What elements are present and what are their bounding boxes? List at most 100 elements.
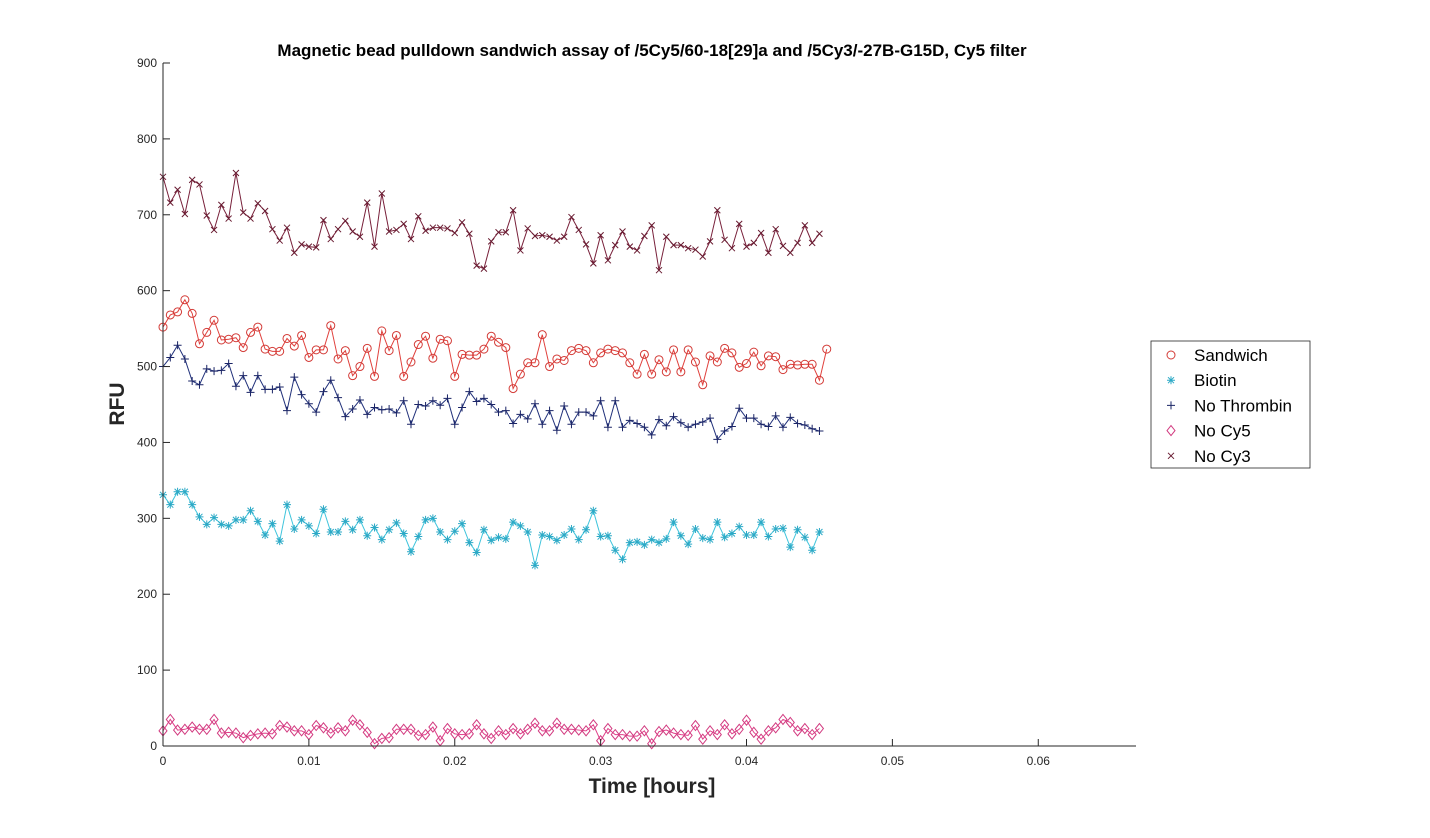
data-point-sandwich [712, 357, 722, 367]
data-point-biotin [574, 535, 583, 544]
data-point-no-thrombin [676, 418, 685, 427]
data-point-biotin [224, 521, 233, 530]
data-point-no-thrombin [742, 414, 751, 423]
data-point-no-cy3 [174, 186, 181, 194]
data-point-sandwich [450, 371, 460, 381]
data-point-sandwich [793, 360, 803, 370]
data-point-biotin [640, 540, 649, 549]
data-point-biotin [778, 524, 787, 533]
data-point-no-thrombin [764, 422, 773, 431]
data-point-biotin [312, 529, 321, 538]
data-point-sandwich [676, 367, 686, 377]
data-point-biotin [625, 538, 634, 547]
data-point-no-cy3 [451, 229, 459, 237]
data-point-sandwich [494, 337, 504, 347]
data-point-biotin [246, 506, 255, 515]
data-point-no-thrombin [246, 388, 255, 397]
data-point-biotin [472, 548, 481, 557]
data-point-biotin [669, 518, 678, 527]
data-point-sandwich [187, 308, 197, 318]
y-tick-label: 0 [150, 739, 157, 753]
data-point-biotin [545, 532, 554, 541]
data-point-biotin [647, 535, 656, 544]
legend-marker-sandwich [1166, 350, 1176, 360]
data-point-no-thrombin [800, 420, 809, 429]
x-tick-label: 0.03 [589, 754, 613, 768]
data-point-biotin [742, 531, 751, 540]
data-point-no-thrombin [589, 411, 598, 420]
data-point-no-thrombin [275, 383, 284, 392]
data-point-no-thrombin [465, 387, 474, 396]
data-point-no-thrombin [560, 402, 569, 411]
data-point-biotin [202, 520, 211, 529]
data-point-no-thrombin [611, 396, 620, 405]
data-point-no-cy3 [232, 169, 240, 177]
data-point-no-cy5 [377, 732, 387, 745]
data-point-no-cy5 [676, 728, 686, 741]
data-point-sandwich [304, 352, 314, 362]
data-point-sandwich [559, 355, 569, 365]
data-point-no-cy5 [180, 723, 190, 736]
data-point-no-thrombin [472, 397, 481, 406]
data-point-sandwich [413, 340, 423, 350]
data-point-no-thrombin [530, 399, 539, 408]
plot-area: 0 0.01 0.02 0.03 0.04 0.05 0.06 0 100 200 300 400 5… [137, 56, 1136, 768]
data-point-no-thrombin [647, 430, 656, 439]
data-point-no-cy5 [450, 728, 460, 740]
data-point-biotin [771, 524, 780, 533]
data-point-no-cy3 [363, 199, 371, 206]
data-point-no-cy5 [471, 718, 482, 731]
data-point-sandwich [282, 333, 292, 343]
data-point-biotin [231, 515, 240, 524]
data-point-no-cy3 [553, 237, 561, 244]
y-axis-title: RFU [106, 382, 129, 425]
y-tick-label: 600 [137, 284, 157, 298]
data-point-biotin [275, 537, 284, 546]
data-point-no-thrombin [253, 371, 262, 380]
data-point-biotin [458, 519, 467, 528]
data-point-no-thrombin [582, 408, 591, 417]
data-point-sandwich [807, 359, 817, 369]
legend-item-no-thrombin: No Thrombin [1167, 396, 1292, 415]
data-point-no-cy3 [524, 225, 532, 232]
legend: Sandwich Biotin No Thrombin No Cy5 No Cy3 [1150, 340, 1311, 469]
data-point-no-cy3 [546, 233, 553, 241]
data-point-no-cy5 [202, 723, 212, 736]
data-point-no-cy3 [356, 233, 364, 241]
data-point-no-cy5 [603, 722, 613, 735]
data-point-no-cy3 [582, 241, 590, 248]
data-point-biotin [530, 561, 539, 570]
data-point-no-thrombin [574, 408, 583, 417]
data-point-no-cy3 [407, 235, 415, 243]
data-point-sandwich [763, 351, 773, 361]
data-point-biotin [618, 555, 627, 564]
data-point-sandwich [501, 343, 511, 353]
data-point-no-cy3 [728, 244, 736, 252]
data-point-sandwich [530, 358, 540, 368]
data-point-no-thrombin [239, 371, 248, 380]
data-point-sandwich [661, 367, 671, 377]
y-tick-label: 200 [137, 587, 157, 601]
y-tick-label: 800 [137, 132, 157, 146]
legend-item-biotin: Biotin [1167, 371, 1237, 390]
data-point-biotin [501, 534, 510, 543]
data-point-no-thrombin [633, 419, 642, 428]
data-point-sandwich [669, 345, 679, 355]
data-point-sandwich [238, 343, 248, 353]
data-point-no-cy3 [509, 206, 517, 214]
data-point-biotin [399, 529, 408, 538]
data-point-no-thrombin [348, 405, 357, 414]
data-point-sandwich [515, 369, 525, 379]
data-point-sandwich [421, 331, 431, 341]
data-point-sandwich [800, 359, 810, 369]
data-point-biotin [720, 533, 729, 542]
legend-marker-biotin [1167, 376, 1175, 385]
data-point-no-thrombin [428, 396, 437, 405]
data-point-biotin [749, 531, 758, 540]
data-point-no-cy5 [245, 729, 256, 742]
data-point-biotin [319, 505, 328, 514]
y-tick-label: 300 [137, 511, 157, 525]
data-point-sandwich [756, 361, 766, 371]
data-point-no-thrombin [727, 422, 736, 431]
